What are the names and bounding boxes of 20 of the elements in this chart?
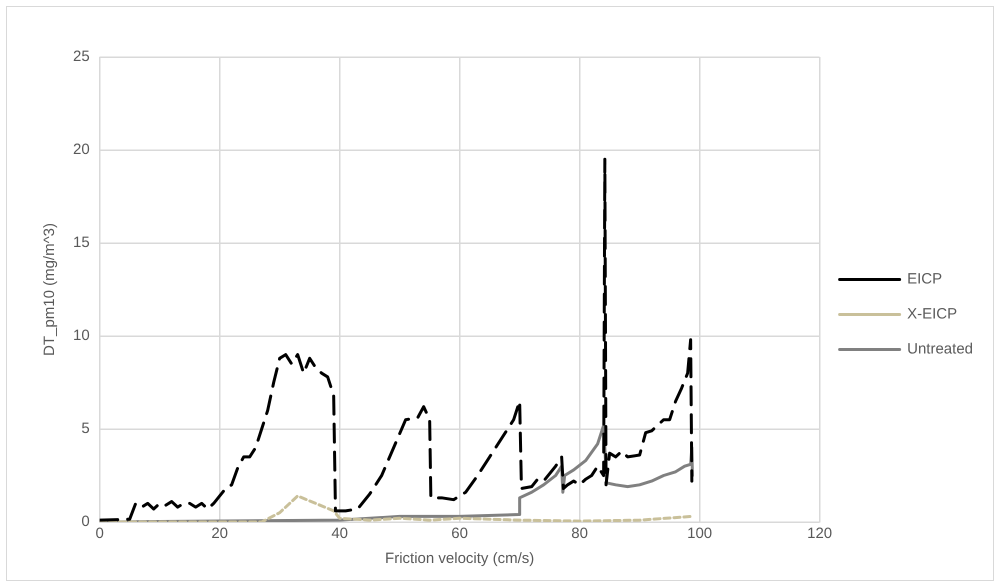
x-tick-label: 0 xyxy=(96,525,104,542)
x-tick-label: 100 xyxy=(687,525,712,542)
y-tick-label: 0 xyxy=(81,513,90,530)
x-tick-label: 60 xyxy=(451,525,468,542)
line-series xyxy=(100,158,694,522)
x-tick-label: 20 xyxy=(211,525,228,542)
legend-label: EICP xyxy=(907,270,942,288)
x-axis-title: Friction velocity (cm/s) xyxy=(385,550,534,568)
x-tick-label: 40 xyxy=(331,525,348,542)
y-tick-label: 10 xyxy=(72,327,90,344)
legend-label: X-EICP xyxy=(907,306,958,323)
y-tick-label: 15 xyxy=(72,234,90,252)
y-tick-label: 5 xyxy=(81,420,90,438)
x-tick-label: 80 xyxy=(571,525,588,542)
line-series xyxy=(100,494,694,522)
y-tick-label: 20 xyxy=(72,141,90,158)
y-tick-label: 25 xyxy=(72,48,90,66)
legend-label: Untreated xyxy=(907,340,973,358)
x-tick-label: 120 xyxy=(807,525,832,542)
y-axis-title: DT_pm10 (mg/m^3) xyxy=(41,223,58,356)
